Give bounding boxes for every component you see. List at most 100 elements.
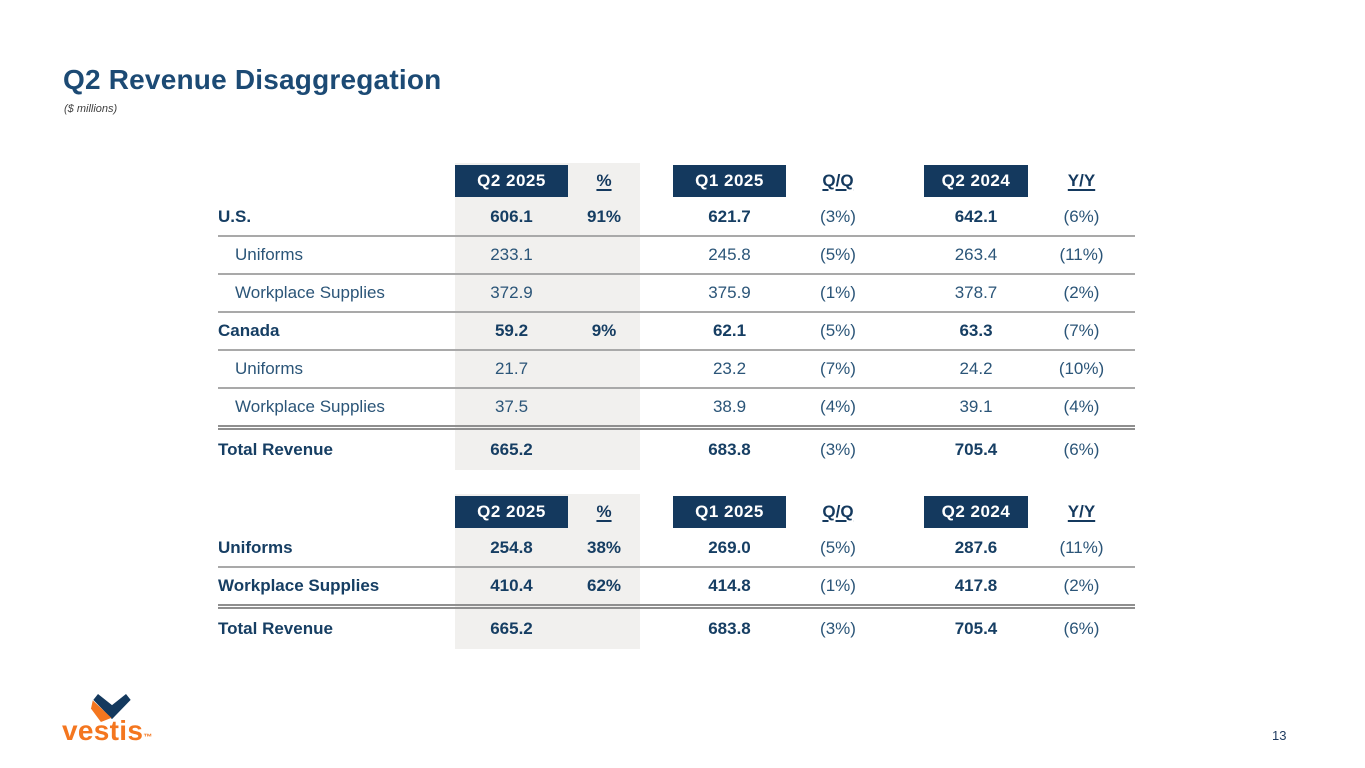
revenue-by-geography-table: Q2 2025% Q1 2025 Q/Q Q2 2024 Y/Y U.S. 606.1 91%… bbox=[218, 163, 1135, 470]
column-header-q2-2025: Q2 2025 bbox=[455, 165, 568, 197]
workplace-supplies-q2-2025: 372.9 bbox=[490, 282, 533, 302]
canada-pct: 9% bbox=[591, 320, 617, 340]
row-label-workplace-supplies: Workplace Supplies bbox=[235, 282, 385, 302]
vestis-logo: vestis™ bbox=[62, 694, 182, 750]
column-header-q2-2025: Q2 2025 bbox=[455, 496, 568, 528]
canada-yy: (7%) bbox=[1063, 320, 1100, 340]
header-label-blank: % bbox=[596, 501, 612, 521]
uniforms-q2-2025: 233.1 bbox=[490, 244, 533, 264]
table-row-total-revenue: Total Revenue 665.2 683.8 (3%) 705.4 (6%) bbox=[218, 604, 1135, 649]
table-row-uniforms: Uniforms 233.1 245.8 (5%) 263.4 (11%) bbox=[218, 237, 1135, 275]
total-revenue-qq: (3%) bbox=[820, 618, 856, 638]
trademark-symbol: ™ bbox=[143, 732, 153, 742]
table-row-u-s: U.S. 606.1 91% 621.7 (3%) 642.1 (6%) bbox=[218, 199, 1135, 237]
column-header-y-y: Y/Y bbox=[1028, 501, 1135, 522]
u-s-q2-2024: 642.1 bbox=[954, 206, 998, 226]
workplace-supplies-q1-2025: 38.9 bbox=[712, 396, 747, 416]
row-label-workplace-supplies: Workplace Supplies bbox=[235, 396, 385, 416]
header-box-q2-2024: Q2 2024 bbox=[924, 165, 1028, 197]
column-header-blank: % bbox=[568, 501, 640, 522]
workplace-supplies-q2-2024: 378.7 bbox=[954, 282, 998, 302]
uniforms-q2-2025: 21.7 bbox=[494, 358, 529, 378]
workplace-supplies-yy: (2%) bbox=[1063, 282, 1100, 302]
canada-q2-2025: 59.2 bbox=[494, 320, 529, 340]
workplace-supplies-q2-2024: 39.1 bbox=[959, 396, 993, 416]
total-revenue-q1-2025: 683.8 bbox=[708, 618, 751, 638]
total-revenue-yy: (6%) bbox=[1063, 439, 1100, 459]
canada-q1-2025: 62.1 bbox=[712, 320, 747, 340]
vestis-brand-text: vestis bbox=[62, 715, 144, 746]
page-title: Q2 Revenue Disaggregation bbox=[63, 64, 442, 95]
current-quarter-highlight-band bbox=[455, 163, 640, 470]
page-subtitle: ($ millions) bbox=[64, 103, 118, 115]
column-header-q-q: Q/Q bbox=[786, 501, 890, 522]
canada-qq: (5%) bbox=[820, 320, 856, 340]
uniforms-q1-2025: 23.2 bbox=[712, 358, 747, 378]
uniforms-q2-2024: 263.4 bbox=[954, 244, 998, 264]
column-header-blank: % bbox=[568, 170, 640, 191]
header-label-q-q: Q/Q bbox=[822, 501, 854, 521]
workplace-supplies-q2-2025: 37.5 bbox=[494, 396, 529, 416]
header-box-q2-2024: Q2 2024 bbox=[924, 496, 1028, 528]
table-header-row: Q2 2025% Q1 2025 Q/Q Q2 2024 Y/Y bbox=[218, 163, 1135, 199]
workplace-supplies-q2-2025: 410.4 bbox=[490, 575, 533, 595]
header-box-q2-2025: Q2 2025 bbox=[455, 496, 568, 528]
uniforms-q1-2025: 245.8 bbox=[708, 244, 751, 264]
column-header-y-y: Y/Y bbox=[1028, 170, 1135, 191]
page-number: 13 bbox=[1272, 728, 1287, 743]
column-header-q1-2025: Q1 2025 bbox=[673, 165, 786, 197]
table-header-row: Q2 2025% Q1 2025 Q/Q Q2 2024 Y/Y bbox=[218, 494, 1135, 530]
total-revenue-q2-2024: 705.4 bbox=[954, 439, 998, 459]
workplace-supplies-qq: (1%) bbox=[820, 575, 856, 595]
uniforms-yy: (11%) bbox=[1059, 244, 1104, 264]
row-label-canada: Canada bbox=[218, 320, 280, 340]
uniforms-yy: (11%) bbox=[1059, 537, 1104, 557]
uniforms-q2-2024: 287.6 bbox=[954, 537, 998, 557]
u-s-pct: 91% bbox=[586, 206, 622, 226]
vestis-wordmark: vestis™ bbox=[62, 715, 182, 750]
workplace-supplies-qq: (1%) bbox=[820, 282, 856, 302]
workplace-supplies-q2-2024: 417.8 bbox=[954, 575, 998, 595]
uniforms-qq: (5%) bbox=[820, 244, 856, 264]
header-box-q1-2025: Q1 2025 bbox=[673, 496, 786, 528]
row-label-total-revenue: Total Revenue bbox=[218, 618, 333, 638]
revenue-by-segment-table: Q2 2025% Q1 2025 Q/Q Q2 2024 Y/Y Uniforms 254.… bbox=[218, 494, 1135, 649]
header-label-y-y: Y/Y bbox=[1067, 501, 1096, 521]
table-row-workplace-supplies: Workplace Supplies 372.9 375.9 (1%) 378.7 (2%… bbox=[218, 275, 1135, 313]
u-s-qq: (3%) bbox=[820, 206, 856, 226]
column-header-q2-2024: Q2 2024 bbox=[924, 496, 1028, 528]
row-label-uniforms: Uniforms bbox=[235, 244, 304, 264]
header-label-q-q: Q/Q bbox=[822, 170, 854, 190]
row-label-workplace-supplies: Workplace Supplies bbox=[218, 575, 380, 595]
uniforms-pct: 38% bbox=[586, 537, 622, 557]
header-box-q1-2025: Q1 2025 bbox=[673, 165, 786, 197]
uniforms-yy: (10%) bbox=[1058, 358, 1105, 378]
uniforms-qq: (7%) bbox=[820, 358, 856, 378]
u-s-q2-2025: 606.1 bbox=[490, 206, 533, 226]
u-s-q1-2025: 621.7 bbox=[708, 206, 751, 226]
table-row-canada: Canada 59.2 9% 62.1 (5%) 63.3 (7%) bbox=[218, 313, 1135, 351]
row-label-u-s: U.S. bbox=[218, 206, 252, 226]
total-revenue-q2-2025: 665.2 bbox=[490, 618, 533, 638]
table-row-workplace-supplies: Workplace Supplies 410.4 62% 414.8 (1%) 417.8… bbox=[218, 568, 1135, 604]
column-header-q2-2024: Q2 2024 bbox=[924, 165, 1028, 197]
header-box-q2-2025: Q2 2025 bbox=[455, 165, 568, 197]
header-label-y-y: Y/Y bbox=[1067, 170, 1096, 190]
workplace-supplies-yy: (4%) bbox=[1063, 396, 1100, 416]
row-label-uniforms: Uniforms bbox=[218, 537, 293, 557]
total-revenue-yy: (6%) bbox=[1063, 618, 1100, 638]
uniforms-q1-2025: 269.0 bbox=[708, 537, 751, 557]
uniforms-q2-2025: 254.8 bbox=[490, 537, 533, 557]
workplace-supplies-yy: (2%) bbox=[1063, 575, 1100, 595]
workplace-supplies-pct: 62% bbox=[586, 575, 622, 595]
uniforms-q2-2024: 24.2 bbox=[959, 358, 993, 378]
vestis-chevron-icon bbox=[91, 694, 131, 722]
table-row-uniforms: Uniforms 254.8 38% 269.0 (5%) 287.6 (11%) bbox=[218, 530, 1135, 568]
uniforms-qq: (5%) bbox=[820, 537, 856, 557]
total-revenue-q2-2024: 705.4 bbox=[954, 618, 998, 638]
total-revenue-qq: (3%) bbox=[820, 439, 856, 459]
header-label-blank: % bbox=[596, 170, 612, 190]
table-row-workplace-supplies: Workplace Supplies 37.5 38.9 (4%) 39.1 (4%) bbox=[218, 389, 1135, 425]
table-row-uniforms: Uniforms 21.7 23.2 (7%) 24.2 (10%) bbox=[218, 351, 1135, 389]
